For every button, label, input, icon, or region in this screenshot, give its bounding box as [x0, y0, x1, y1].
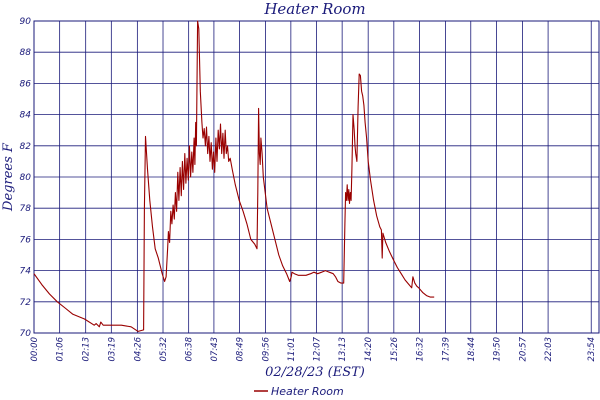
- y-tick-label: 88: [20, 48, 32, 58]
- x-tick-label: 01:06: [56, 336, 66, 361]
- y-tick-label: 90: [20, 17, 32, 27]
- x-tick-label: 22:03: [544, 337, 554, 362]
- x-tick-label: 18:44: [467, 337, 477, 362]
- x-tick-label: 20:57: [518, 336, 528, 361]
- y-axis-title: Degrees F: [1, 142, 16, 212]
- x-tick-label: 16:32: [415, 337, 425, 362]
- x-tick-label: 08:49: [236, 337, 246, 362]
- x-tick-label: 13:13: [338, 337, 348, 362]
- y-tick-label: 84: [20, 111, 32, 121]
- legend: Heater Room: [254, 385, 344, 398]
- y-tick-label: 76: [20, 235, 32, 245]
- legend-label: Heater Room: [271, 385, 344, 398]
- x-tick-label: 09:56: [262, 336, 272, 361]
- x-tick-label: 17:39: [442, 337, 452, 362]
- x-tick-label: 04:26: [133, 336, 143, 361]
- x-tick-labels: 00:00 01:06 02:13 03:19 04:26 05:32 06:38 07:43…: [30, 336, 597, 361]
- x-tick-label: 19:50: [492, 337, 502, 362]
- y-tick-label: 74: [20, 267, 32, 277]
- x-tick-label: 11:01: [287, 337, 297, 362]
- y-tick-label: 72: [20, 298, 32, 308]
- y-tick-labels: 70 72 74 76 78 80 82 84 86 88 90: [20, 17, 32, 339]
- x-tick-label: 05:32: [159, 337, 169, 362]
- x-tick-label: 07:43: [210, 337, 220, 362]
- y-tick-label: 80: [20, 173, 32, 183]
- series-line: [33, 20, 435, 332]
- x-tick-label: 02:13: [82, 337, 92, 362]
- x-tick-label: 03:19: [107, 337, 117, 362]
- x-tick-label: 00:00: [30, 337, 40, 362]
- x-tick-label: 06:38: [185, 336, 195, 361]
- plot-grid: [33, 20, 599, 334]
- plot-frame: [33, 20, 600, 334]
- x-tick-label: 14:20: [364, 337, 374, 362]
- y-tick-label: 78: [20, 204, 32, 214]
- y-tick-label: 70: [20, 329, 32, 339]
- y-tick-label: 86: [20, 79, 32, 89]
- x-tick-label: 12:07: [313, 336, 323, 361]
- y-tick-label: 82: [20, 142, 32, 152]
- x-tick-label: 15:26: [390, 336, 400, 361]
- x-axis-title: 02/28/23 (EST): [265, 365, 365, 380]
- series-group: [33, 20, 435, 332]
- chart-title: Heater Room: [263, 0, 365, 18]
- x-tick-label: 23:54: [587, 337, 597, 362]
